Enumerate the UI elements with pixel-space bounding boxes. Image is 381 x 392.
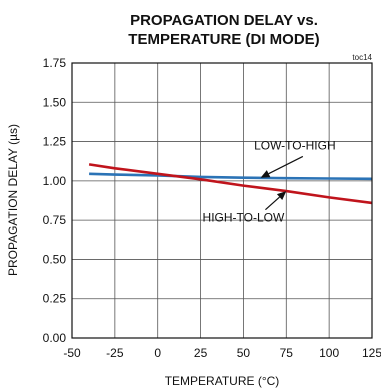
y-tick-label: 0.75	[43, 213, 67, 227]
y-tick-labels: 0.00 0.25 0.50 0.75 1.00 1.25 1.50 1.75	[43, 56, 67, 345]
x-tick-label: 0	[154, 346, 161, 360]
y-axis-label: PROPAGATION DELAY (µs)	[6, 124, 20, 276]
x-tick-label: 125	[362, 346, 381, 360]
annotation-arrow-line-0	[268, 155, 304, 175]
x-tick-labels: -50 -25 0 25 50 75 100 125	[63, 346, 381, 360]
series-line-high-to-low	[88, 163, 373, 205]
y-tick-label: 1.25	[43, 135, 67, 149]
x-tick-label: -50	[63, 346, 81, 360]
annotation-arrow-line-1	[265, 196, 280, 211]
annotation-label-0: LOW-TO-HIGH	[254, 138, 336, 152]
annotation-label-1: HIGH-TO-LOW	[203, 211, 285, 225]
y-tick-label: 0.25	[43, 292, 67, 306]
series-group	[88, 163, 373, 205]
chart-title-line2: TEMPERATURE (DI MODE)	[128, 31, 319, 48]
y-tick-label: 1.75	[43, 56, 67, 70]
y-tick-label: 0.00	[43, 331, 67, 345]
grid	[71, 62, 373, 339]
x-axis-label: TEMPERATURE (°C)	[165, 374, 280, 388]
annotations-group: LOW-TO-HIGH HIGH-TO-LOW	[203, 138, 336, 224]
x-tick-label: -25	[106, 346, 124, 360]
annotation-arrow-head-0	[260, 170, 271, 178]
y-tick-label: 0.50	[43, 252, 67, 266]
annotation-arrow-head-1	[276, 191, 287, 201]
x-tick-label: 100	[319, 346, 339, 360]
figure-code: toc14	[352, 53, 372, 62]
x-tick-label: 25	[194, 346, 208, 360]
x-tick-label: 75	[280, 346, 294, 360]
y-tick-label: 1.50	[43, 95, 67, 109]
x-tick-label: 50	[237, 346, 251, 360]
series-line-low-to-high	[89, 172, 373, 181]
y-tick-label: 1.00	[43, 174, 67, 188]
chart-title-line1: PROPAGATION DELAY vs.	[130, 12, 318, 29]
plot-frame	[71, 62, 373, 339]
